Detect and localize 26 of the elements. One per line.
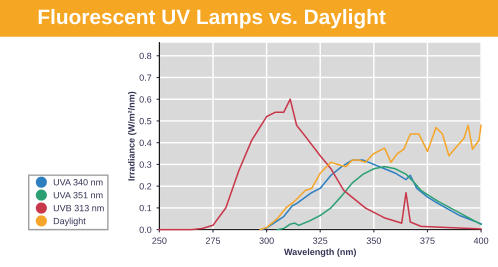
- legend-label: Daylight: [54, 218, 86, 226]
- line-series: [276, 166, 482, 230]
- y-tick-label: 0.8: [140, 52, 152, 60]
- y-tick-label: 0.4: [140, 140, 152, 146]
- line-series: [262, 159, 482, 230]
- y-tick-label: 0.5: [140, 118, 152, 124]
- x-axis-title: Wavelength (nm): [284, 248, 356, 257]
- y-tick-label: 0.1: [140, 204, 152, 212]
- y-tick-label: 0.3: [140, 161, 152, 168]
- legend-label: UVB 313 nm: [54, 204, 104, 212]
- x-tick-label: 300: [259, 237, 274, 244]
- y-tick-label: 0.0: [140, 226, 152, 233]
- y-tick-label: 0.6: [140, 96, 152, 103]
- x-tick-label: 350: [366, 237, 382, 244]
- chart-title: Fluorescent UV Lamps vs. Daylight: [38, 8, 386, 28]
- x-tick-label: 325: [313, 237, 328, 244]
- y-tick-label: 0.2: [140, 183, 152, 190]
- x-tick-label: 250: [152, 237, 167, 244]
- x-tick-label: 275: [206, 237, 220, 244]
- x-tick-label: 375: [420, 237, 435, 244]
- line-series: [259, 124, 482, 230]
- y-tick-label: 0.7: [140, 74, 152, 81]
- x-tick-label: 400: [474, 237, 488, 244]
- y-axis-title: Irradiance (W/m²/nm): [128, 92, 136, 180]
- legend-label: UVA 351 nm: [54, 192, 103, 198]
- legend-label: UVA 340 nm: [54, 179, 103, 186]
